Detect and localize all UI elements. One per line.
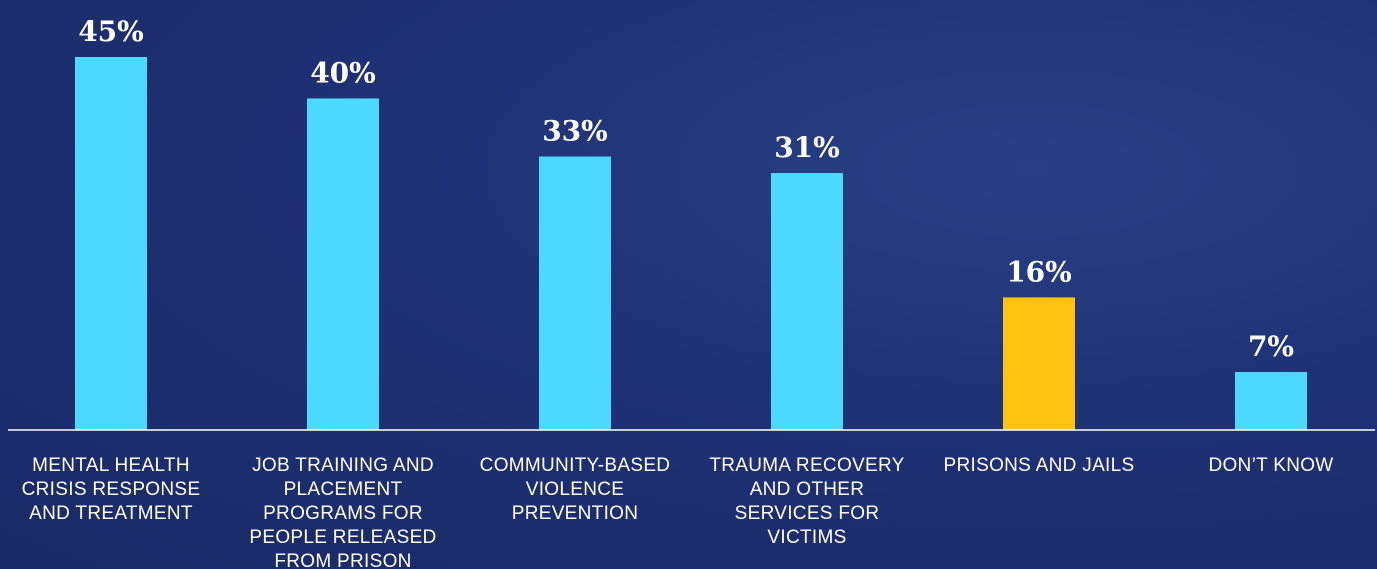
category-label: DON’T KNOW [1208, 455, 1334, 476]
category-label: PRISONS AND JAILS [943, 455, 1135, 476]
bar [1003, 297, 1075, 430]
value-label: 31% [774, 131, 840, 164]
value-label: 45% [78, 15, 144, 48]
value-label: 16% [1006, 255, 1072, 288]
category-label: JOB TRAINING AND PLACEMENT PROGRAMS FOR … [249, 455, 437, 569]
category-label: TRAUMA RECOVERY AND OTHER SERVICES FOR V… [709, 455, 905, 548]
category-label: COMMUNITY-BASED VIOLENCE PREVENTION [479, 455, 671, 524]
value-label: 40% [310, 56, 376, 89]
bar [539, 156, 611, 430]
bar [1235, 371, 1307, 430]
value-label: 7% [1248, 330, 1294, 363]
value-label: 33% [542, 114, 608, 147]
bar [771, 173, 843, 431]
bar [75, 57, 147, 430]
category-label: MENTAL HEALTH CRISIS RESPONSE AND TREATM… [21, 455, 201, 524]
bar [307, 98, 379, 430]
